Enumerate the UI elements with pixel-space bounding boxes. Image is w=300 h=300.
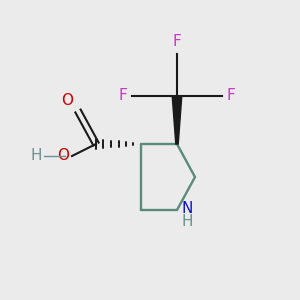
Text: H: H xyxy=(182,214,193,230)
Text: H: H xyxy=(31,148,42,164)
Text: F: F xyxy=(119,88,128,104)
Text: O: O xyxy=(61,93,74,108)
Text: N: N xyxy=(182,201,193,216)
Text: F: F xyxy=(226,88,235,104)
Polygon shape xyxy=(172,96,182,144)
Text: O: O xyxy=(57,148,69,164)
Text: F: F xyxy=(172,34,182,50)
